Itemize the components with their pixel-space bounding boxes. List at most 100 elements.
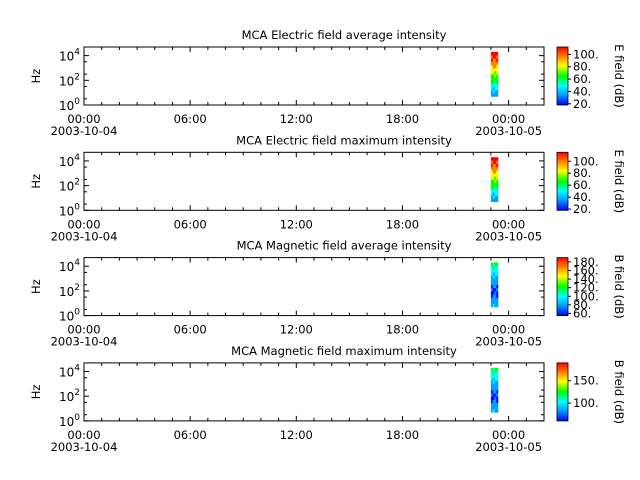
y-tick-label: 104: [59, 48, 80, 64]
spectrogram-cell: [490, 303, 493, 308]
spectrogram-cell: [492, 278, 495, 282]
spectrogram-cell: [496, 386, 499, 391]
spectrogram-cell: [494, 303, 497, 308]
y-tick-exponent: 2: [74, 388, 80, 398]
spectrogram-cell: [496, 169, 499, 174]
spectrogram-cell: [496, 64, 499, 69]
y-tick-base: 10: [59, 99, 74, 113]
spectrogram-cell: [494, 367, 497, 372]
spectrogram-cell: [490, 294, 493, 298]
spectrogram-cell: [490, 192, 493, 196]
spectrogram-cell: [490, 396, 493, 400]
spectrogram-cell: [492, 275, 495, 279]
spectrogram-cell: [490, 90, 493, 94]
spectrogram-cell: [490, 176, 493, 180]
spectrogram-cell: [492, 297, 495, 301]
spectrogram-cell: [492, 166, 495, 171]
colorbar-tick-label: 60.: [573, 72, 591, 86]
spectrogram-cell: [490, 383, 493, 388]
spectrogram-cell: [496, 160, 499, 164]
colorbar-label: E field (dB): [612, 150, 626, 214]
y-tick-label: 102: [59, 283, 80, 299]
y-tick-base: 10: [59, 390, 74, 404]
spectrogram-cell: [496, 179, 499, 183]
spectrogram-cell: [492, 192, 495, 196]
x-tick-label: 06:00: [174, 217, 207, 231]
colorbar-tick-label: 80.: [573, 166, 591, 180]
spectrogram-cell: [494, 386, 497, 391]
x-tick-date: 2003-10-04: [51, 229, 118, 243]
spectrogram-cell: [494, 268, 497, 273]
y-tick-label: 104: [59, 258, 80, 274]
y-tick-exponent: 0: [74, 308, 80, 318]
spectrogram-cell: [494, 61, 497, 65]
colorbar-tick-label: 180.: [573, 255, 599, 269]
spectrogram-cell: [494, 393, 497, 397]
spectrogram-cell: [494, 396, 497, 400]
colorbar-tick-label: 160.: [573, 263, 599, 277]
plot-frame: [83, 46, 545, 106]
spectrogram-cell: [490, 58, 493, 62]
spectrogram-cell: [492, 402, 495, 407]
spectrogram-cell: [490, 51, 493, 56]
spectrogram-cell: [496, 176, 499, 180]
colorbar-tick-label: 60.: [573, 306, 591, 320]
spectrogram-cell: [492, 61, 495, 65]
spectrogram-cell: [494, 163, 497, 168]
spectrogram-cell: [494, 195, 497, 199]
x-tick-date: 2003-10-04: [51, 440, 118, 454]
spectrogram-cell: [490, 182, 493, 187]
x-tick-label: 18:00: [386, 323, 419, 337]
plot-frame: [83, 362, 545, 422]
spectrogram-cell: [494, 262, 497, 266]
spectrogram-cell: [494, 278, 497, 282]
spectrogram-cell: [494, 51, 497, 56]
spectrogram-cell: [496, 272, 499, 276]
spectrogram-cell: [494, 284, 497, 289]
colorbar-label: E field (dB): [612, 44, 626, 108]
x-tick-label: 06:00: [174, 428, 207, 442]
spectrogram-cell: [492, 80, 495, 84]
x-tick-date: 2003-10-05: [475, 124, 542, 138]
spectrogram-cell: [492, 185, 495, 190]
spectrogram-cell: [494, 405, 497, 410]
spectrogram-cell: [492, 409, 495, 413]
y-tick-label: 100: [59, 97, 80, 113]
plot-frame: [83, 257, 545, 317]
y-tick-exponent: 2: [74, 178, 80, 188]
spectrogram-cell: [490, 198, 493, 202]
spectrogram-cell: [496, 409, 499, 413]
spectrogram-cell: [494, 93, 497, 97]
spectrogram-cell: [494, 80, 497, 84]
colorbar-tick-label: 100.: [573, 47, 599, 61]
spectrogram-cell: [494, 70, 497, 75]
spectrogram-cell: [492, 268, 495, 273]
spectrogram-cell: [494, 374, 497, 378]
spectrogram-cell: [490, 163, 493, 168]
spectrogram-cell: [496, 182, 499, 187]
spectrogram-cell: [494, 58, 497, 62]
spectrogram-cell: [496, 195, 499, 199]
spectrogram-cell: [496, 402, 499, 407]
spectrogram-cell: [492, 90, 495, 94]
spectrogram-cell: [496, 185, 499, 190]
spectrogram-cell: [496, 380, 499, 384]
spectrogram-cell: [490, 284, 493, 289]
spectrogram-cell: [492, 198, 495, 202]
spectrogram-cell: [494, 74, 497, 78]
colorbar-tick-label: 100.: [573, 154, 599, 168]
spectrogram-cell: [494, 380, 497, 384]
y-tick-exponent: 4: [74, 48, 80, 58]
spectrogram-cell: [490, 272, 493, 276]
spectrogram-cell: [490, 405, 493, 410]
spectrogram-cell: [490, 374, 493, 378]
spectrogram-cell: [490, 402, 493, 407]
spectrogram-cell: [494, 402, 497, 407]
spectrogram-cell: [494, 185, 497, 190]
spectrogram-cell: [490, 80, 493, 84]
colorbar-tick-label: 40.: [573, 190, 591, 204]
spectrogram-cell: [492, 300, 495, 305]
y-tick-exponent: 2: [74, 283, 80, 293]
spectrogram-cell: [490, 83, 493, 88]
